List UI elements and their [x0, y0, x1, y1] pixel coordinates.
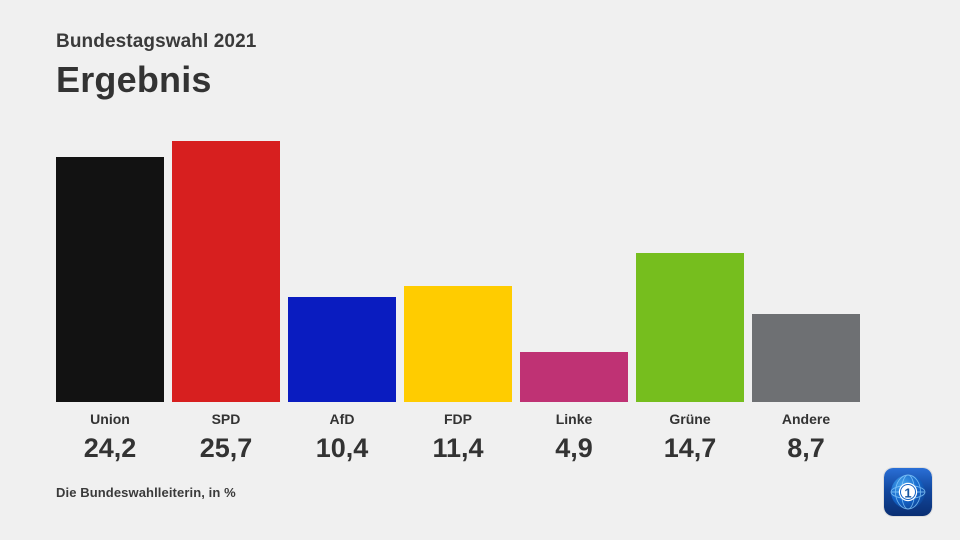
- bar-grüne: [636, 252, 744, 402]
- bar-label-group: SPD 25,7: [172, 402, 280, 464]
- bar-linke: [520, 352, 628, 402]
- party-name-grüne: Grüne: [669, 411, 711, 427]
- bar-fdp: [404, 286, 512, 402]
- party-name-spd: SPD: [211, 411, 241, 427]
- bar-label-group: AfD 10,4: [288, 402, 396, 464]
- logo-digit: 1: [904, 486, 911, 501]
- party-value-andere: 8,7: [787, 433, 825, 463]
- chart-kicker: Bundestagswahl 2021: [56, 31, 257, 52]
- party-value-grüne: 14,7: [663, 433, 717, 463]
- page-title: Ergebnis: [56, 59, 212, 100]
- source-note: Die Bundeswahlleiterin, in %: [56, 485, 236, 500]
- bar-label-group: FDP 11,4: [404, 402, 512, 464]
- bar-slot: [752, 120, 860, 402]
- party-name-fdp: FDP: [444, 411, 472, 427]
- bar-slot: [288, 120, 396, 402]
- bar-andere: [752, 313, 860, 402]
- bar-label-group: Grüne 14,7: [636, 402, 744, 464]
- party-name-afd: AfD: [329, 411, 355, 427]
- das-erste-logo: 1: [884, 468, 932, 516]
- party-name-andere: Andere: [781, 411, 831, 427]
- bar-label-group: Union 24,2: [56, 402, 164, 464]
- bar-label-group: Andere 8,7: [752, 402, 860, 464]
- bar-labels-area: Union 24,2 SPD 25,7 AfD 10,4 FDP 11,4 Linke 4,9 Gr…: [56, 402, 860, 472]
- bar-slot: [404, 120, 512, 402]
- party-name-linke: Linke: [555, 411, 593, 427]
- bar-slot: [56, 120, 164, 402]
- bar-slot: [520, 120, 628, 402]
- party-value-linke: 4,9: [555, 433, 593, 463]
- bar-afd: [288, 296, 396, 402]
- bar-slot: [172, 120, 280, 402]
- party-value-union: 24,2: [83, 433, 137, 463]
- chart-header: Bundestagswahl 2021 Ergebnis: [56, 30, 256, 102]
- bar-spd: [172, 141, 280, 402]
- bars-plot-area: [56, 120, 860, 402]
- party-value-fdp: 11,4: [432, 433, 484, 463]
- bar-label-group: Linke 4,9: [520, 402, 628, 464]
- party-value-spd: 25,7: [199, 433, 253, 463]
- logo-globe-icon: 1: [884, 468, 932, 516]
- bar-union: [56, 156, 164, 402]
- bar-slot: [636, 120, 744, 402]
- party-value-afd: 10,4: [315, 433, 369, 463]
- party-name-union: Union: [90, 411, 130, 427]
